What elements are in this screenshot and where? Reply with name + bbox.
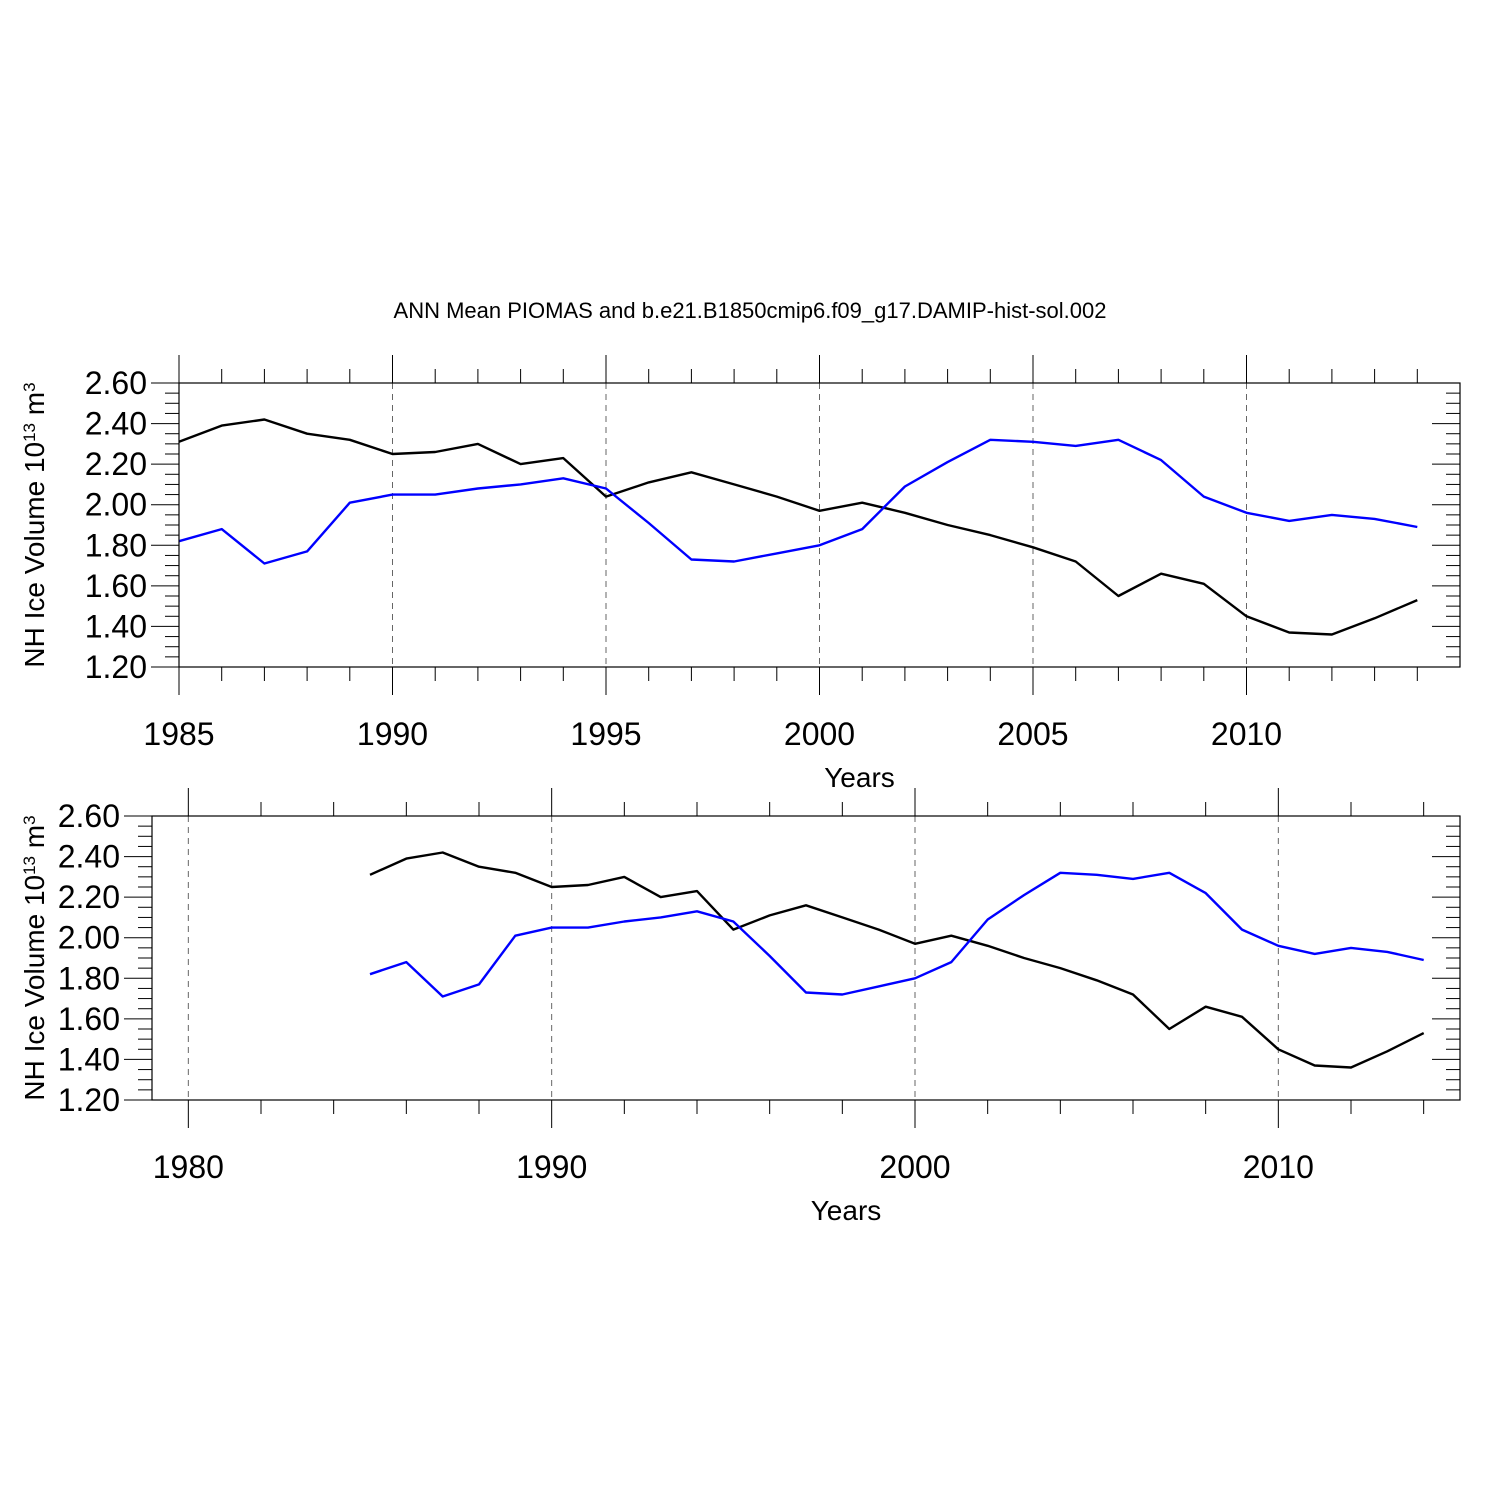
y-tick-label: 2.60 [85, 365, 147, 401]
chart-title: ANN Mean PIOMAS and b.e21.B1850cmip6.f09… [394, 298, 1107, 323]
y-axis-title-part: NH Ice Volume 10 [19, 442, 50, 668]
y-tick-label: 1.20 [85, 649, 147, 685]
x-tick-label: 1995 [570, 716, 641, 752]
x-tick-label: 2010 [1211, 716, 1282, 752]
y-tick-label: 1.20 [58, 1082, 120, 1118]
y-axis-title-superscript: 3 [20, 815, 39, 824]
x-tick-label: 1985 [143, 716, 214, 752]
y-tick-label: 1.40 [85, 608, 147, 644]
y-tick-label: 2.40 [58, 839, 120, 875]
x-tick-label: 1980 [153, 1149, 224, 1185]
series-line-piomas [178, 418, 1418, 636]
y-axis-title-part: m [19, 825, 50, 856]
y-tick-label: 1.80 [85, 527, 147, 563]
y-axis-title-superscript: 3 [20, 382, 39, 391]
x-axis-title: Years [824, 762, 895, 793]
y-tick-label: 2.20 [85, 446, 147, 482]
panel-bottom: 1.20 1.40 1.60 1.80 2.00 2.20 2.40 2.60 1980 1990… [19, 788, 1461, 1226]
y-tick-label: 2.40 [85, 406, 147, 442]
plot-frame [151, 815, 1461, 1101]
series-line-piomas [369, 851, 1425, 1069]
x-tick-label: 2000 [879, 1149, 950, 1185]
y-axis-title-part: NH Ice Volume 10 [19, 875, 50, 1101]
y-axis-title: NH Ice Volume 1013 m3 [19, 382, 50, 667]
y-axis-title-part: m [19, 392, 50, 423]
y-tick-label: 1.80 [58, 960, 120, 996]
x-tick-label: 1990 [516, 1149, 587, 1185]
y-axis-title: NH Ice Volume 1013 m3 [19, 815, 50, 1100]
y-tick-label: 2.00 [85, 487, 147, 523]
series-line-model [178, 438, 1418, 565]
y-tick-label: 2.00 [58, 920, 120, 956]
y-axis-title-superscript: 13 [20, 423, 39, 442]
y-tick-label: 1.60 [85, 568, 147, 604]
y-tick-label: 1.60 [58, 1001, 120, 1037]
series-line-model [369, 871, 1424, 998]
panel-top: 1.20 1.40 1.60 1.80 2.00 2.20 2.40 2.60 1985 1990… [19, 355, 1461, 793]
y-tick-label: 2.20 [58, 879, 120, 915]
x-tick-label: 1990 [357, 716, 428, 752]
x-tick-label: 2005 [997, 716, 1068, 752]
x-tick-label: 2010 [1243, 1149, 1314, 1185]
y-tick-label: 1.40 [58, 1041, 120, 1077]
y-axis-title-superscript: 13 [20, 856, 39, 875]
x-axis-title: Years [811, 1195, 882, 1226]
y-tick-label: 2.60 [58, 798, 120, 834]
x-tick-label: 2000 [784, 716, 855, 752]
